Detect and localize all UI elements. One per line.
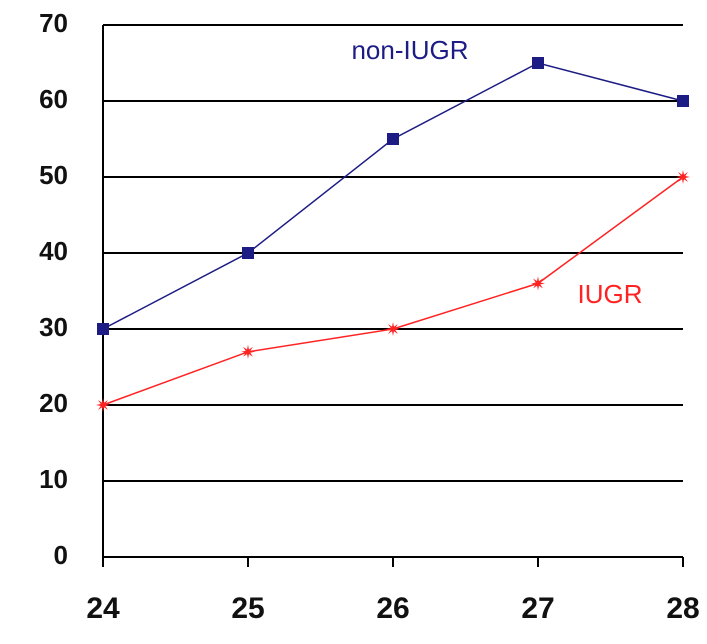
x-tick-label: 27 <box>521 592 554 625</box>
marker <box>387 133 399 145</box>
y-tick-label: 10 <box>39 464 68 494</box>
x-tick-label: 26 <box>376 592 409 625</box>
marker <box>676 170 690 184</box>
marker <box>677 95 689 107</box>
marker <box>241 344 255 359</box>
x-tick-label: 25 <box>231 592 264 625</box>
marker <box>532 57 544 69</box>
marker <box>97 323 109 335</box>
y-tick-label: 60 <box>39 84 68 114</box>
series-label: IUGR <box>578 279 643 309</box>
marker <box>531 276 545 291</box>
y-tick-label: 70 <box>39 8 68 38</box>
y-tick-label: 50 <box>39 160 68 190</box>
marker <box>242 247 254 259</box>
y-tick-label: 40 <box>39 236 68 266</box>
x-tick-label: 28 <box>666 592 699 625</box>
y-tick-label: 20 <box>39 388 68 418</box>
marker <box>96 398 110 412</box>
marker <box>386 322 400 336</box>
series-label: non-IUGR <box>351 35 468 65</box>
x-tick-label: 24 <box>86 592 120 625</box>
y-tick-label: 30 <box>39 312 68 342</box>
y-tick-label: 0 <box>54 540 68 570</box>
